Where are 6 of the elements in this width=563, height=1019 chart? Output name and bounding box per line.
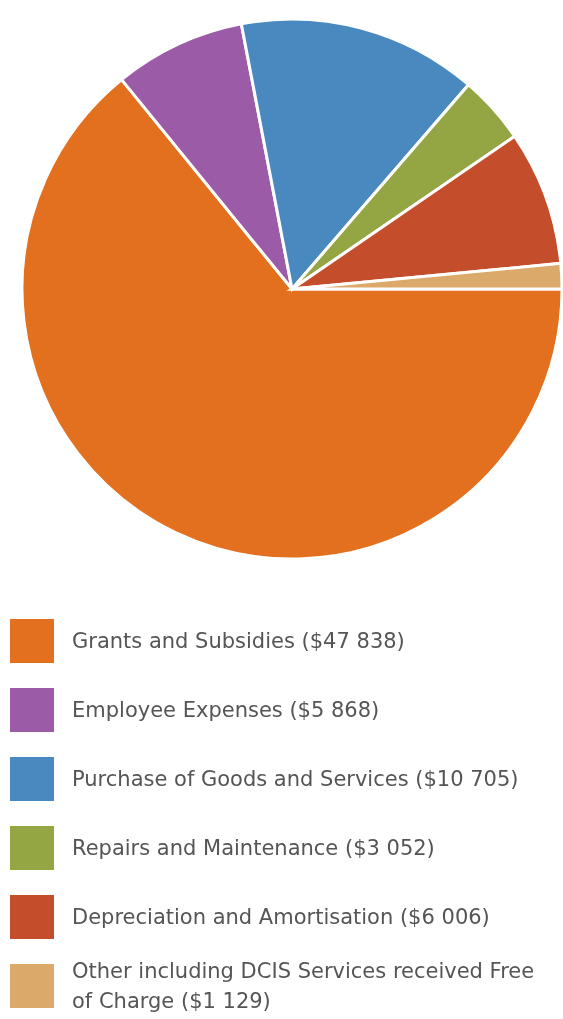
legend-label: Purchase of Goods and Services ($10 705) xyxy=(72,765,520,793)
legend-label: Depreciation and Amortisation ($6 006) xyxy=(72,903,491,931)
legend-label: Other including DCIS Services received Free of Charge ($1 129) xyxy=(72,957,536,1015)
legend-label: Repairs and Maintenance ($3 052) xyxy=(72,834,436,862)
legend-label: Grants and Subsidies ($47 838) xyxy=(72,627,406,655)
legend-label: Employee Expenses ($5 868) xyxy=(72,696,381,724)
